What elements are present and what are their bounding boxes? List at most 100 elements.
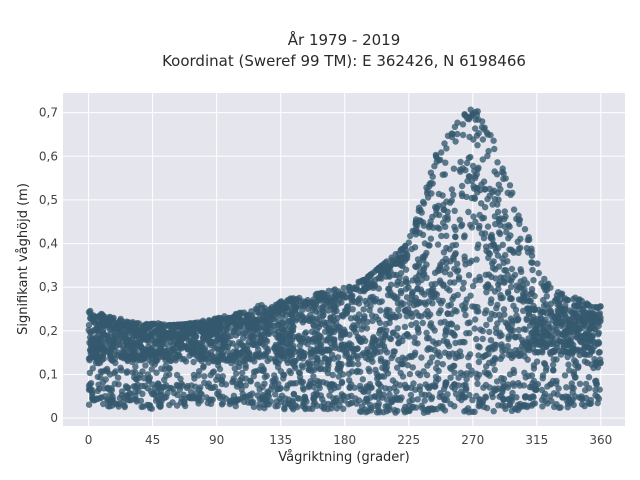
data-point bbox=[95, 381, 102, 388]
data-point bbox=[481, 186, 489, 193]
data-point bbox=[475, 371, 483, 379]
data-point bbox=[98, 353, 105, 360]
data-point bbox=[425, 334, 432, 342]
data-point bbox=[394, 325, 401, 332]
data-point bbox=[576, 394, 583, 401]
data-point bbox=[504, 343, 511, 350]
data-point bbox=[506, 223, 513, 230]
data-point bbox=[489, 393, 496, 401]
data-point bbox=[222, 381, 230, 388]
data-point bbox=[256, 395, 264, 403]
data-point bbox=[431, 269, 439, 276]
data-point bbox=[166, 401, 173, 409]
data-point bbox=[321, 404, 328, 411]
data-point bbox=[94, 373, 102, 381]
data-point bbox=[140, 403, 147, 410]
data-point bbox=[197, 384, 204, 391]
data-point bbox=[485, 254, 492, 261]
data-point bbox=[538, 315, 545, 322]
data-point bbox=[338, 391, 345, 398]
data-point bbox=[440, 249, 448, 256]
data-point bbox=[470, 213, 477, 220]
data-point bbox=[495, 263, 503, 270]
data-point bbox=[195, 400, 202, 407]
data-point bbox=[445, 350, 452, 358]
data-point bbox=[366, 352, 373, 360]
data-point bbox=[410, 380, 417, 387]
data-point bbox=[332, 304, 339, 311]
data-point bbox=[568, 384, 575, 391]
data-point bbox=[301, 302, 309, 310]
data-point bbox=[88, 353, 95, 360]
data-point bbox=[504, 290, 512, 297]
data-point bbox=[556, 297, 563, 304]
data-point bbox=[403, 250, 410, 257]
data-point bbox=[551, 403, 558, 410]
data-point bbox=[107, 323, 115, 330]
data-point bbox=[414, 285, 421, 292]
data-point bbox=[301, 316, 309, 323]
data-point bbox=[284, 382, 291, 389]
data-point bbox=[301, 350, 308, 357]
data-point bbox=[256, 325, 263, 332]
data-point bbox=[427, 311, 434, 318]
data-point bbox=[436, 225, 443, 232]
data-point bbox=[507, 232, 514, 239]
data-point bbox=[399, 354, 406, 361]
data-point bbox=[437, 307, 444, 314]
data-point bbox=[521, 353, 528, 360]
data-point bbox=[258, 362, 265, 370]
data-point bbox=[180, 333, 188, 341]
data-point bbox=[394, 396, 401, 404]
data-point bbox=[322, 337, 329, 344]
data-point bbox=[480, 234, 488, 242]
data-point bbox=[423, 274, 430, 281]
data-point bbox=[274, 350, 281, 358]
data-point bbox=[377, 335, 385, 343]
data-point bbox=[500, 306, 508, 313]
data-point bbox=[514, 317, 521, 324]
data-point bbox=[571, 318, 578, 326]
data-point bbox=[166, 384, 173, 392]
data-point bbox=[529, 393, 537, 400]
data-point bbox=[393, 281, 400, 288]
data-point bbox=[334, 354, 342, 361]
data-point bbox=[468, 224, 476, 231]
data-point bbox=[463, 385, 470, 392]
data-point bbox=[195, 372, 202, 379]
data-point bbox=[200, 364, 207, 371]
data-point bbox=[347, 315, 355, 322]
data-point bbox=[471, 185, 478, 192]
data-point bbox=[451, 123, 459, 131]
data-point bbox=[499, 255, 506, 262]
data-point bbox=[100, 400, 107, 408]
data-point bbox=[471, 125, 479, 132]
data-point bbox=[294, 333, 301, 341]
data-point bbox=[476, 211, 483, 219]
data-point bbox=[292, 303, 299, 310]
x-axis-label: Vågriktning (grader) bbox=[278, 450, 409, 465]
data-point bbox=[339, 371, 347, 378]
data-point bbox=[262, 397, 269, 404]
data-point bbox=[220, 332, 228, 339]
data-point bbox=[570, 371, 577, 378]
data-point bbox=[219, 399, 226, 407]
data-point bbox=[457, 168, 464, 175]
data-point bbox=[491, 354, 499, 362]
data-point bbox=[224, 343, 232, 351]
data-point bbox=[424, 362, 431, 369]
data-point bbox=[457, 158, 464, 166]
data-point bbox=[512, 347, 519, 354]
data-point bbox=[264, 348, 272, 355]
data-point bbox=[177, 342, 184, 349]
data-point bbox=[412, 294, 419, 302]
data-point bbox=[585, 374, 593, 381]
data-point bbox=[491, 213, 499, 220]
data-point bbox=[355, 360, 362, 368]
data-point bbox=[236, 396, 243, 403]
data-point bbox=[402, 384, 410, 392]
data-point bbox=[513, 394, 520, 401]
data-point bbox=[535, 269, 542, 277]
data-point bbox=[411, 334, 418, 341]
data-point bbox=[341, 397, 348, 404]
